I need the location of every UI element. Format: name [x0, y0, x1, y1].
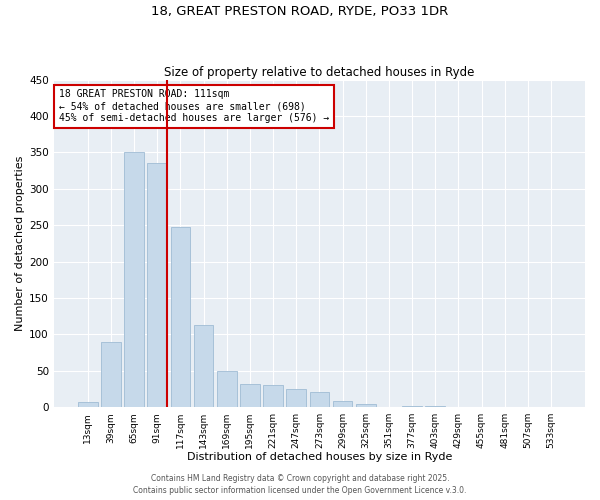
Bar	[286, 389, 306, 407]
Text: 18 GREAT PRESTON ROAD: 111sqm
← 54% of detached houses are smaller (698)
45% of : 18 GREAT PRESTON ROAD: 111sqm ← 54% of d…	[59, 90, 329, 122]
Bar	[124, 152, 144, 407]
X-axis label: Distribution of detached houses by size in Ryde: Distribution of detached houses by size …	[187, 452, 452, 462]
Bar	[425, 406, 445, 407]
Bar	[402, 406, 422, 407]
Bar	[194, 325, 214, 407]
Bar	[240, 384, 260, 407]
Bar	[217, 370, 236, 407]
Bar	[170, 228, 190, 407]
Bar	[333, 400, 352, 407]
Bar	[263, 386, 283, 407]
Bar	[78, 402, 98, 407]
Text: 18, GREAT PRESTON ROAD, RYDE, PO33 1DR: 18, GREAT PRESTON ROAD, RYDE, PO33 1DR	[151, 5, 449, 18]
Title: Size of property relative to detached houses in Ryde: Size of property relative to detached ho…	[164, 66, 475, 78]
Bar	[356, 404, 376, 407]
Bar	[101, 342, 121, 407]
Text: Contains HM Land Registry data © Crown copyright and database right 2025.
Contai: Contains HM Land Registry data © Crown c…	[133, 474, 467, 495]
Bar	[310, 392, 329, 407]
Y-axis label: Number of detached properties: Number of detached properties	[15, 156, 25, 331]
Bar	[148, 164, 167, 407]
